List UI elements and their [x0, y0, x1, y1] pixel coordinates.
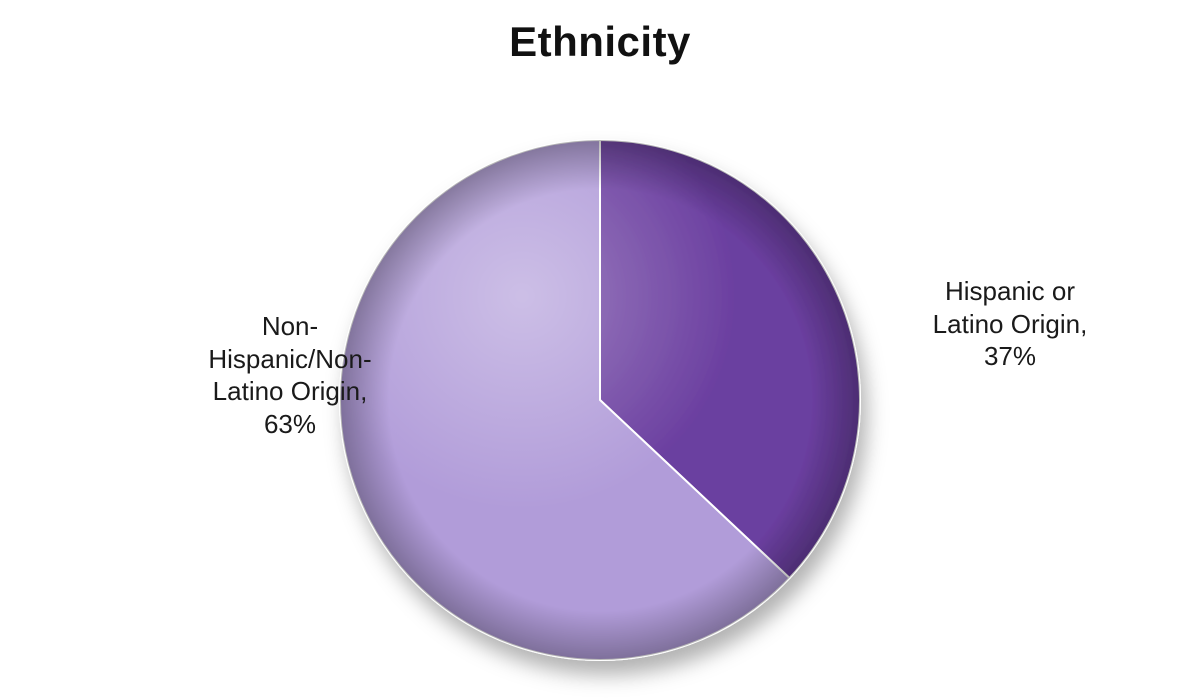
chart-title: Ethnicity [0, 18, 1200, 66]
chart-stage: Ethnicity Hispanic orLatino Origin,37% N… [0, 0, 1200, 700]
slice-label-non-hispanic: Non-Hispanic/Non-Latino Origin,63% [140, 310, 440, 440]
slice-label-hispanic: Hispanic orLatino Origin,37% [880, 275, 1140, 373]
